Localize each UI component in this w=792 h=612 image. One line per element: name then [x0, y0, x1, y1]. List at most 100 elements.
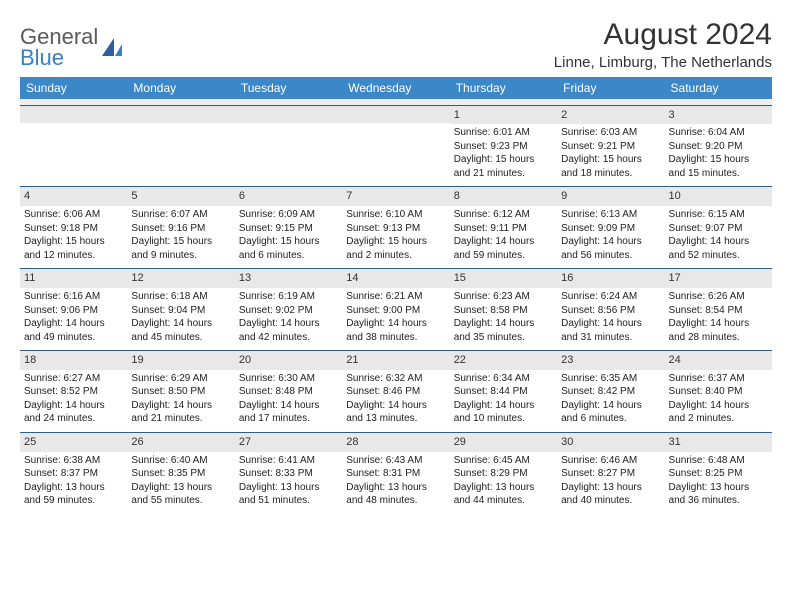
day-body: Sunrise: 6:41 AMSunset: 8:33 PMDaylight:…	[235, 452, 342, 514]
day-cell: 26Sunrise: 6:40 AMSunset: 8:35 PMDayligh…	[127, 432, 234, 513]
day-number: 30	[557, 433, 664, 452]
day-body: Sunrise: 6:23 AMSunset: 8:58 PMDaylight:…	[450, 288, 557, 350]
day-number: 29	[450, 433, 557, 452]
day-cell: 11Sunrise: 6:16 AMSunset: 9:06 PMDayligh…	[20, 269, 127, 351]
day-cell: 25Sunrise: 6:38 AMSunset: 8:37 PMDayligh…	[20, 432, 127, 513]
day-cell: 22Sunrise: 6:34 AMSunset: 8:44 PMDayligh…	[450, 351, 557, 433]
day-header-wednesday: Wednesday	[342, 77, 449, 99]
day-cell: 1Sunrise: 6:01 AMSunset: 9:23 PMDaylight…	[450, 105, 557, 187]
day-cell: 17Sunrise: 6:26 AMSunset: 8:54 PMDayligh…	[665, 269, 772, 351]
day-number: 28	[342, 433, 449, 452]
day-body: Sunrise: 6:48 AMSunset: 8:25 PMDaylight:…	[665, 452, 772, 514]
month-title: August 2024	[554, 18, 772, 52]
day-number: 7	[342, 187, 449, 206]
day-cell: 6Sunrise: 6:09 AMSunset: 9:15 PMDaylight…	[235, 187, 342, 269]
day-header-thursday: Thursday	[450, 77, 557, 99]
day-cell: 12Sunrise: 6:18 AMSunset: 9:04 PMDayligh…	[127, 269, 234, 351]
day-number: 21	[342, 351, 449, 370]
day-body: Sunrise: 6:24 AMSunset: 8:56 PMDaylight:…	[557, 288, 664, 350]
day-number: 16	[557, 269, 664, 288]
header: General Blue August 2024 Linne, Limburg,…	[20, 18, 772, 71]
day-cell: 20Sunrise: 6:30 AMSunset: 8:48 PMDayligh…	[235, 351, 342, 433]
day-body: Sunrise: 6:16 AMSunset: 9:06 PMDaylight:…	[20, 288, 127, 350]
day-body: Sunrise: 6:45 AMSunset: 8:29 PMDaylight:…	[450, 452, 557, 514]
day-cell	[235, 105, 342, 187]
day-body: Sunrise: 6:29 AMSunset: 8:50 PMDaylight:…	[127, 370, 234, 432]
day-body: Sunrise: 6:12 AMSunset: 9:11 PMDaylight:…	[450, 206, 557, 268]
day-number: 18	[20, 351, 127, 370]
day-number	[235, 106, 342, 123]
day-cell: 29Sunrise: 6:45 AMSunset: 8:29 PMDayligh…	[450, 432, 557, 513]
day-number: 23	[557, 351, 664, 370]
logo-sail-icon	[100, 36, 124, 60]
day-cell: 16Sunrise: 6:24 AMSunset: 8:56 PMDayligh…	[557, 269, 664, 351]
day-cell: 21Sunrise: 6:32 AMSunset: 8:46 PMDayligh…	[342, 351, 449, 433]
day-number: 10	[665, 187, 772, 206]
day-cell: 23Sunrise: 6:35 AMSunset: 8:42 PMDayligh…	[557, 351, 664, 433]
day-body: Sunrise: 6:10 AMSunset: 9:13 PMDaylight:…	[342, 206, 449, 268]
day-cell: 4Sunrise: 6:06 AMSunset: 9:18 PMDaylight…	[20, 187, 127, 269]
week-row: 4Sunrise: 6:06 AMSunset: 9:18 PMDaylight…	[20, 187, 772, 269]
day-body: Sunrise: 6:18 AMSunset: 9:04 PMDaylight:…	[127, 288, 234, 350]
day-body	[127, 123, 234, 179]
day-number: 24	[665, 351, 772, 370]
day-body: Sunrise: 6:40 AMSunset: 8:35 PMDaylight:…	[127, 452, 234, 514]
day-body: Sunrise: 6:30 AMSunset: 8:48 PMDaylight:…	[235, 370, 342, 432]
day-number	[342, 106, 449, 123]
day-number: 14	[342, 269, 449, 288]
day-header-saturday: Saturday	[665, 77, 772, 99]
day-cell	[127, 105, 234, 187]
day-number: 27	[235, 433, 342, 452]
logo: General Blue	[20, 18, 124, 69]
day-header-sunday: Sunday	[20, 77, 127, 99]
day-body: Sunrise: 6:01 AMSunset: 9:23 PMDaylight:…	[450, 124, 557, 186]
day-number: 9	[557, 187, 664, 206]
day-number: 1	[450, 106, 557, 125]
day-cell: 31Sunrise: 6:48 AMSunset: 8:25 PMDayligh…	[665, 432, 772, 513]
day-cell: 3Sunrise: 6:04 AMSunset: 9:20 PMDaylight…	[665, 105, 772, 187]
week-row: 1Sunrise: 6:01 AMSunset: 9:23 PMDaylight…	[20, 105, 772, 187]
day-body	[342, 123, 449, 179]
day-cell: 27Sunrise: 6:41 AMSunset: 8:33 PMDayligh…	[235, 432, 342, 513]
day-cell	[20, 105, 127, 187]
day-number: 8	[450, 187, 557, 206]
day-body: Sunrise: 6:03 AMSunset: 9:21 PMDaylight:…	[557, 124, 664, 186]
day-cell: 28Sunrise: 6:43 AMSunset: 8:31 PMDayligh…	[342, 432, 449, 513]
day-cell	[342, 105, 449, 187]
day-body: Sunrise: 6:09 AMSunset: 9:15 PMDaylight:…	[235, 206, 342, 268]
day-cell: 9Sunrise: 6:13 AMSunset: 9:09 PMDaylight…	[557, 187, 664, 269]
day-cell: 18Sunrise: 6:27 AMSunset: 8:52 PMDayligh…	[20, 351, 127, 433]
location: Linne, Limburg, The Netherlands	[554, 54, 772, 71]
calendar-body: 1Sunrise: 6:01 AMSunset: 9:23 PMDaylight…	[20, 99, 772, 514]
day-cell: 2Sunrise: 6:03 AMSunset: 9:21 PMDaylight…	[557, 105, 664, 187]
day-number: 5	[127, 187, 234, 206]
calendar-page: General Blue August 2024 Linne, Limburg,…	[0, 0, 792, 532]
day-header-tuesday: Tuesday	[235, 77, 342, 99]
day-cell: 15Sunrise: 6:23 AMSunset: 8:58 PMDayligh…	[450, 269, 557, 351]
day-cell: 10Sunrise: 6:15 AMSunset: 9:07 PMDayligh…	[665, 187, 772, 269]
day-body: Sunrise: 6:13 AMSunset: 9:09 PMDaylight:…	[557, 206, 664, 268]
day-body: Sunrise: 6:15 AMSunset: 9:07 PMDaylight:…	[665, 206, 772, 268]
day-number: 17	[665, 269, 772, 288]
day-header-row: SundayMondayTuesdayWednesdayThursdayFrid…	[20, 77, 772, 99]
day-number: 2	[557, 106, 664, 125]
day-cell: 8Sunrise: 6:12 AMSunset: 9:11 PMDaylight…	[450, 187, 557, 269]
day-number: 25	[20, 433, 127, 452]
day-number: 15	[450, 269, 557, 288]
day-body: Sunrise: 6:27 AMSunset: 8:52 PMDaylight:…	[20, 370, 127, 432]
calendar-table: SundayMondayTuesdayWednesdayThursdayFrid…	[20, 77, 772, 514]
day-body: Sunrise: 6:46 AMSunset: 8:27 PMDaylight:…	[557, 452, 664, 514]
day-body: Sunrise: 6:34 AMSunset: 8:44 PMDaylight:…	[450, 370, 557, 432]
day-header-friday: Friday	[557, 77, 664, 99]
day-number: 13	[235, 269, 342, 288]
day-number: 20	[235, 351, 342, 370]
day-cell: 5Sunrise: 6:07 AMSunset: 9:16 PMDaylight…	[127, 187, 234, 269]
day-number: 19	[127, 351, 234, 370]
day-cell: 30Sunrise: 6:46 AMSunset: 8:27 PMDayligh…	[557, 432, 664, 513]
day-body: Sunrise: 6:35 AMSunset: 8:42 PMDaylight:…	[557, 370, 664, 432]
logo-text-block: General Blue	[20, 26, 98, 69]
day-number: 11	[20, 269, 127, 288]
day-number: 4	[20, 187, 127, 206]
day-number: 26	[127, 433, 234, 452]
day-header-monday: Monday	[127, 77, 234, 99]
